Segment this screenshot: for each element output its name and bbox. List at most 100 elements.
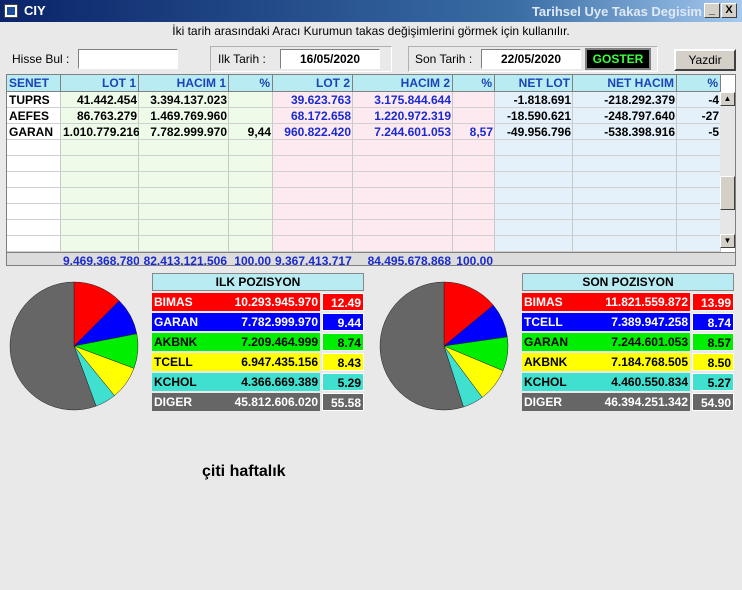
son-value-cell: 4.460.550.834 [611, 375, 688, 389]
table-cell[interactable]: 86.763.279 [76, 109, 137, 123]
column-header[interactable]: NET LOT [495, 75, 573, 92]
table-cell[interactable]: 1.220.972.319 [374, 109, 451, 123]
ilk-pie-chart [9, 281, 139, 411]
ilk-value-cell: 7.209.464.999 [241, 335, 318, 349]
footnote-text: çiti haftalık [202, 463, 286, 480]
scroll-up-icon[interactable]: ▲ [720, 92, 735, 106]
table-cell[interactable]: -27 [701, 109, 719, 123]
hisse-label: Hisse Bul : [12, 52, 70, 66]
table-cell[interactable]: -5 [708, 125, 719, 139]
hisse-search-input[interactable] [78, 49, 178, 69]
vertical-scrollbar[interactable]: ▲ ▼ [720, 92, 735, 248]
table-cell[interactable]: -4 [708, 93, 719, 107]
row-divider [7, 139, 720, 140]
son-tarih-input[interactable]: 22/05/2020 [481, 49, 581, 69]
totals-row [7, 252, 735, 265]
table-cell[interactable]: 960.822.420 [284, 125, 351, 139]
table-cell[interactable]: -49.956.796 [506, 125, 571, 139]
minimize-button[interactable]: _ [704, 3, 720, 18]
column-header[interactable]: NET HACIM [573, 75, 677, 92]
goster-button[interactable]: GOSTER [585, 48, 651, 70]
table-cell[interactable]: 1.469.769.960 [150, 109, 227, 123]
table-cell[interactable]: 7.244.601.053 [374, 125, 451, 139]
total-cell: 100,00 [234, 254, 271, 266]
takas-table[interactable]: ▲ ▼ SENET LOT 1 HACIM 1% LOT 2 HACIM 2% NET L… [6, 74, 736, 266]
row-symbol[interactable]: TUPRS [9, 93, 50, 107]
column-bg [495, 92, 573, 252]
column-header[interactable]: % [453, 75, 495, 92]
son-value-cell: 7.184.768.505 [611, 355, 688, 369]
ilk-stock-name-cell: KCHOL [152, 373, 320, 391]
close-button[interactable]: X [721, 3, 737, 18]
yazdir-button[interactable]: Yazdir [674, 49, 736, 71]
table-cell[interactable]: -248.797.640 [604, 109, 675, 123]
son-stock-name-cell: KCHOL [522, 373, 690, 391]
column-header[interactable]: LOT 2 [273, 75, 353, 92]
son-pct-cell: 8.57 [692, 333, 734, 351]
son-pie-chart [379, 281, 509, 411]
row-divider [7, 107, 720, 108]
table-cell[interactable]: 1.010.779.216 [63, 125, 139, 139]
table-cell[interactable]: 39.623.763 [290, 93, 351, 107]
column-header[interactable]: HACIM 2 [353, 75, 453, 92]
son-pct-cell: 8.74 [692, 313, 734, 331]
son-value-cell: 11.821.559.872 [605, 295, 688, 309]
column-bg [273, 92, 353, 252]
son-value-cell: 7.389.947.258 [611, 315, 688, 329]
son-pct-cell: 13.99 [692, 293, 734, 311]
ilk-title: ILK POZISYON [152, 273, 364, 291]
column-header[interactable]: % [677, 75, 721, 92]
scroll-thumb[interactable] [720, 176, 735, 210]
ilk-tarih-input[interactable]: 16/05/2020 [280, 49, 380, 69]
row-symbol[interactable]: GARAN [9, 125, 53, 139]
ilk-stock-name-cell: AKBNK [152, 333, 320, 351]
table-cell[interactable]: 3.394.137.023 [150, 93, 227, 107]
table-cell[interactable]: 7.782.999.970 [150, 125, 227, 139]
ilk-pct-cell: 8.43 [322, 353, 364, 371]
son-tarih-group [408, 46, 658, 72]
hint-text: İki tarih arasındaki Aracı Kurumun takas… [172, 24, 570, 38]
column-header[interactable]: % [229, 75, 273, 92]
table-cell[interactable]: 8,57 [469, 125, 493, 139]
son-value-cell: 46.394.251.342 [604, 395, 688, 409]
column-bg [229, 92, 273, 252]
table-cell[interactable]: 41.442.454 [76, 93, 137, 107]
ilk-stock-name-cell: DIGER [152, 393, 320, 411]
table-cell[interactable]: 68.172.658 [290, 109, 351, 123]
column-bg [61, 92, 139, 252]
app-icon [4, 4, 18, 18]
ilk-stock-name-cell: TCELL [152, 353, 320, 371]
ilk-value-cell: 10.293.945.970 [234, 295, 318, 309]
column-bg [453, 92, 495, 252]
table-cell[interactable]: -18.590.621 [506, 109, 571, 123]
table-cell[interactable]: -538.398.916 [604, 125, 675, 139]
son-title: SON POZISYON [522, 273, 734, 291]
window-subtitle: Tarihsel Uye Takas Degisim [531, 4, 702, 19]
row-symbol[interactable]: AEFES [9, 109, 50, 123]
column-header[interactable]: LOT 1 [61, 75, 139, 92]
ilk-tarih-label: Ilk Tarih : [218, 52, 266, 66]
ilk-pct-cell: 12.49 [322, 293, 364, 311]
title-bar: CIY Tarihsel Uye Takas Degisim _ X [0, 0, 742, 22]
son-pct-cell: 8.50 [692, 353, 734, 371]
son-stock-name-cell: DIGER [522, 393, 690, 411]
total-cell: 84.495.678.868 [367, 254, 451, 266]
table-cell[interactable]: -1.818.691 [513, 93, 571, 107]
son-slice-diger [379, 281, 464, 411]
son-slice-bimas [443, 281, 494, 347]
table-cell[interactable]: -218.292.379 [604, 93, 675, 107]
column-header[interactable]: HACIM 1 [139, 75, 229, 92]
table-cell[interactable]: 9,44 [247, 125, 271, 139]
ilk-tarih-group [210, 46, 392, 72]
column-header[interactable]: SENET [7, 75, 61, 92]
ilk-pct-cell: 9.44 [322, 313, 364, 331]
column-bg [573, 92, 677, 252]
column-bg [677, 92, 721, 252]
scroll-down-icon[interactable]: ▼ [720, 234, 735, 248]
ilk-stock-name-cell: BIMAS [152, 293, 320, 311]
row-divider [7, 219, 720, 220]
row-divider [7, 235, 720, 236]
son-value-cell: 7.244.601.053 [611, 335, 688, 349]
table-cell[interactable]: 3.175.844.644 [374, 93, 451, 107]
row-divider [7, 187, 720, 188]
